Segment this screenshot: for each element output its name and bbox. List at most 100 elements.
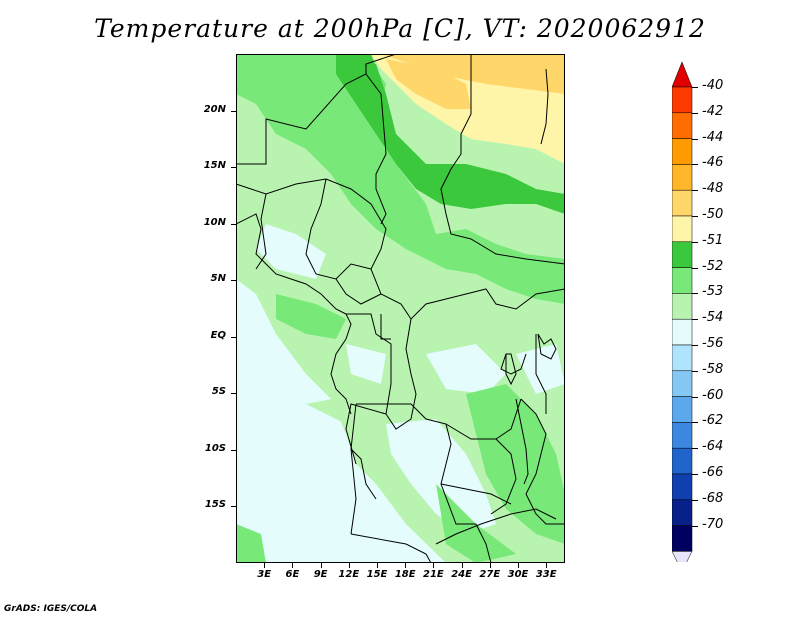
colorbar-label: -42 bbox=[702, 103, 724, 119]
fill-52-53-e bbox=[236, 64, 306, 114]
colorbar-swatch bbox=[672, 86, 693, 114]
lat-label: 15S bbox=[204, 499, 226, 511]
lon-label: 6E bbox=[285, 569, 300, 580]
cold-patch-1 bbox=[386, 419, 496, 534]
colorbar bbox=[672, 62, 693, 562]
colorbar-tick bbox=[692, 216, 698, 217]
lat-label: 20N bbox=[203, 103, 226, 115]
lon-tick bbox=[349, 563, 350, 568]
lat-tick bbox=[231, 167, 236, 168]
colorbar-tick bbox=[692, 190, 698, 191]
colorbar-label: -40 bbox=[702, 78, 724, 93]
colorbar-tick bbox=[692, 345, 698, 346]
lon-tick bbox=[433, 563, 434, 568]
fill-52-53-f bbox=[276, 294, 346, 339]
colorbar-tick bbox=[692, 526, 698, 527]
colorbar-label: -70 bbox=[702, 516, 724, 532]
credit-label: GrADS: IGES/COLA bbox=[4, 604, 98, 614]
colorbar-label: -58 bbox=[702, 361, 724, 377]
fill-52-53 bbox=[236, 54, 565, 304]
lon-tick bbox=[490, 563, 491, 568]
colorbar-bottom-arrow bbox=[672, 551, 693, 562]
colorbar-label: -48 bbox=[702, 181, 724, 197]
lon-label: 21E bbox=[423, 569, 444, 580]
lat-tick bbox=[231, 393, 236, 394]
lat-tick bbox=[231, 111, 236, 112]
colorbar-tick bbox=[692, 268, 698, 269]
colorbar-swatch bbox=[672, 138, 693, 165]
colorbar-swatch bbox=[672, 318, 693, 346]
temperature-map bbox=[236, 54, 565, 563]
colorbar-swatch bbox=[672, 473, 693, 501]
colorbar-tick bbox=[692, 319, 698, 320]
fill-52-53-b bbox=[466, 384, 565, 544]
lon-label: 33E bbox=[535, 569, 557, 580]
lon-label: 27E bbox=[479, 569, 501, 580]
lon-tick bbox=[377, 563, 378, 568]
colorbar-swatch bbox=[672, 164, 693, 191]
colorbar-tick bbox=[692, 242, 698, 243]
lon-label: 3E bbox=[257, 569, 272, 580]
colorbar-swatch bbox=[672, 267, 693, 294]
lon-tick bbox=[292, 563, 293, 568]
map-title: Temperature at 200hPa [C], VT: 202006291… bbox=[94, 14, 706, 43]
lat-label: EQ bbox=[210, 329, 226, 341]
colorbar-swatch bbox=[672, 396, 693, 423]
colorbar-swatch bbox=[672, 525, 693, 552]
lat-label: 15N bbox=[203, 160, 226, 172]
colorbar-tick bbox=[692, 293, 698, 294]
colorbar-swatch bbox=[672, 447, 693, 475]
fill-52-53-c bbox=[436, 484, 516, 563]
colorbar-label: -68 bbox=[702, 490, 724, 506]
cold-patch-2 bbox=[426, 344, 506, 394]
colorbar-tick bbox=[692, 500, 698, 501]
colorbar-tick bbox=[692, 474, 698, 475]
colorbar-label: -56 bbox=[702, 336, 724, 351]
colorbar-swatch bbox=[672, 370, 693, 397]
lat-label: 10S bbox=[204, 442, 226, 454]
lon-tick bbox=[264, 563, 265, 568]
lat-tick bbox=[231, 337, 236, 338]
colorbar-tick bbox=[692, 371, 698, 372]
colorbar-label: -51 bbox=[702, 232, 724, 248]
lat-tick bbox=[231, 450, 236, 451]
colorbar-label: -44 bbox=[702, 129, 724, 145]
cold-patch-4 bbox=[346, 344, 386, 384]
colorbar-label: -53 bbox=[702, 284, 724, 300]
cold-patch-3 bbox=[256, 224, 326, 279]
colorbar-swatch bbox=[672, 241, 693, 268]
lat-tick bbox=[231, 224, 236, 225]
lon-tick bbox=[546, 563, 547, 568]
lat-label: 5N bbox=[210, 273, 226, 285]
colorbar-swatch bbox=[672, 215, 693, 243]
colorbar-top-arrow bbox=[672, 62, 693, 88]
colorbar-tick bbox=[692, 397, 698, 398]
colorbar-label: -46 bbox=[702, 155, 724, 171]
colorbar-swatch bbox=[672, 499, 693, 526]
lon-tick bbox=[405, 563, 406, 568]
lat-label: 10N bbox=[203, 216, 226, 228]
colorbar-swatch bbox=[672, 293, 693, 320]
lon-label: 15E bbox=[366, 569, 388, 580]
lon-tick bbox=[462, 563, 463, 568]
colorbar-label: -62 bbox=[702, 413, 724, 429]
colorbar-tick bbox=[692, 422, 698, 423]
country-borders bbox=[236, 54, 565, 563]
colorbar-swatch bbox=[672, 422, 693, 449]
colorbar-label: -54 bbox=[702, 310, 724, 326]
colorbar-label: -50 bbox=[702, 207, 724, 222]
fill-48-50 bbox=[381, 54, 565, 94]
colorbar-tick bbox=[692, 139, 698, 140]
colorbar-label: -60 bbox=[702, 387, 724, 403]
lon-tick bbox=[321, 563, 322, 568]
coastlines bbox=[236, 68, 557, 485]
lon-label: 18E bbox=[394, 569, 416, 580]
lat-tick bbox=[231, 506, 236, 507]
colorbar-swatch bbox=[672, 189, 693, 217]
lon-tick bbox=[518, 563, 519, 568]
colorbar-label: -52 bbox=[702, 258, 724, 274]
lon-label: 30E bbox=[507, 569, 529, 580]
colorbar-tick bbox=[692, 164, 698, 165]
colorbar-swatch bbox=[672, 344, 693, 372]
lon-label: 24E bbox=[451, 569, 472, 580]
